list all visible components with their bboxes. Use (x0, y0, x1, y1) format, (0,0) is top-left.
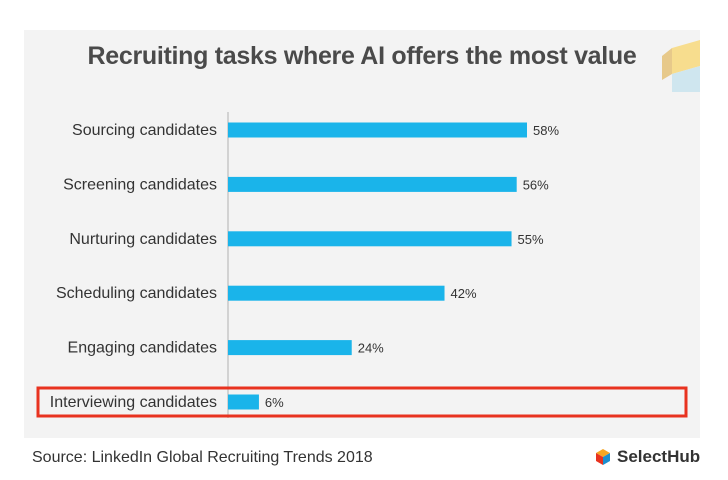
highlight-box (36, 386, 688, 418)
value-label: 42% (451, 286, 477, 301)
category-label: Interviewing candidates (50, 394, 217, 411)
bar (228, 122, 527, 138)
bar (228, 176, 517, 192)
selecthub-logo-icon (596, 449, 610, 465)
category-label: Sourcing candidates (72, 122, 217, 139)
category-label: Screening candidates (63, 176, 217, 193)
decorative-cube-icon (662, 40, 700, 92)
bar (228, 394, 259, 410)
brand-logo: SelectHub (594, 447, 700, 467)
bar (228, 340, 352, 356)
bar (228, 231, 512, 247)
chart-title: Recruiting tasks where AI offers the mos… (87, 42, 637, 70)
value-label: 24% (358, 341, 384, 356)
value-label: 56% (523, 177, 549, 192)
category-label: Nurturing candidates (69, 231, 217, 248)
value-label: 6% (265, 395, 284, 410)
source-note: Source: LinkedIn Global Recruiting Trend… (32, 449, 373, 466)
bar (228, 285, 445, 301)
category-label: Engaging candidates (68, 340, 217, 357)
category-label: Scheduling candidates (56, 285, 217, 302)
value-label: 55% (518, 232, 544, 247)
value-label: 58% (533, 123, 559, 138)
brand-name: SelectHub (617, 447, 701, 466)
